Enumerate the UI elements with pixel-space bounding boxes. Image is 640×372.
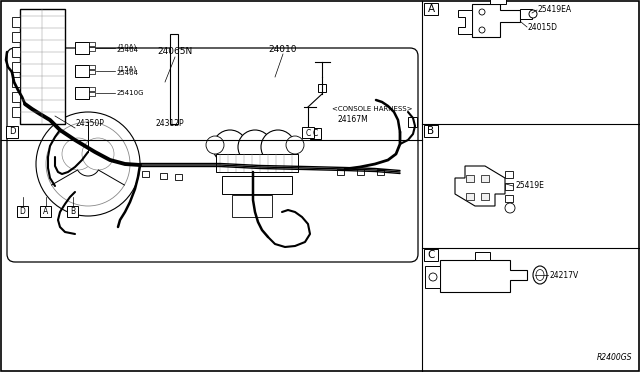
Text: 25464: 25464 bbox=[117, 70, 139, 76]
Text: 25419E: 25419E bbox=[515, 182, 544, 190]
Bar bbox=[67, 206, 78, 217]
Bar bbox=[89, 92, 95, 96]
Circle shape bbox=[36, 112, 140, 216]
Text: 24010: 24010 bbox=[269, 45, 297, 54]
Text: C: C bbox=[428, 250, 435, 260]
FancyBboxPatch shape bbox=[7, 48, 418, 262]
Text: B: B bbox=[70, 208, 75, 217]
Text: 24217V: 24217V bbox=[550, 270, 579, 279]
Bar bbox=[481, 193, 489, 200]
Bar bbox=[232, 195, 272, 217]
Circle shape bbox=[286, 136, 304, 154]
Bar bbox=[424, 3, 438, 15]
Circle shape bbox=[82, 138, 114, 170]
Polygon shape bbox=[440, 260, 527, 292]
Ellipse shape bbox=[536, 269, 544, 280]
Text: 24312P: 24312P bbox=[155, 119, 184, 128]
Bar bbox=[310, 128, 321, 139]
Circle shape bbox=[213, 130, 247, 164]
Bar bbox=[89, 87, 95, 91]
Polygon shape bbox=[455, 166, 505, 206]
Bar bbox=[466, 175, 474, 182]
Circle shape bbox=[479, 9, 485, 15]
Bar bbox=[481, 175, 489, 182]
Bar bbox=[89, 65, 95, 69]
Polygon shape bbox=[472, 4, 520, 37]
Bar bbox=[6, 126, 18, 138]
Circle shape bbox=[238, 130, 272, 164]
Circle shape bbox=[76, 152, 100, 176]
Bar bbox=[318, 84, 326, 92]
Bar bbox=[222, 176, 292, 194]
Bar bbox=[12, 92, 20, 102]
Bar bbox=[75, 65, 89, 77]
Circle shape bbox=[261, 130, 295, 164]
Text: C: C bbox=[313, 129, 318, 138]
Text: D: D bbox=[20, 208, 26, 217]
Bar bbox=[425, 266, 440, 288]
Bar bbox=[75, 87, 89, 99]
Text: R2400GS: R2400GS bbox=[596, 353, 632, 362]
Text: B: B bbox=[428, 126, 435, 136]
Text: (15A): (15A) bbox=[117, 66, 136, 73]
Text: 25464: 25464 bbox=[117, 47, 139, 53]
Bar bbox=[12, 62, 20, 72]
Bar bbox=[216, 154, 298, 172]
Bar bbox=[89, 70, 95, 74]
Bar bbox=[302, 127, 314, 138]
Bar bbox=[12, 32, 20, 42]
Text: 24167M: 24167M bbox=[338, 115, 369, 125]
Text: 25419EA: 25419EA bbox=[538, 6, 572, 15]
Bar bbox=[170, 34, 178, 124]
Text: A: A bbox=[428, 4, 435, 14]
Text: (10A): (10A) bbox=[117, 43, 136, 49]
Circle shape bbox=[479, 27, 485, 33]
Bar bbox=[75, 42, 89, 54]
Bar bbox=[424, 249, 438, 261]
Bar bbox=[12, 77, 20, 87]
Bar bbox=[520, 9, 532, 19]
Bar bbox=[142, 171, 149, 177]
Circle shape bbox=[46, 122, 130, 206]
Bar bbox=[505, 183, 513, 190]
Circle shape bbox=[529, 10, 537, 18]
Text: 24065N: 24065N bbox=[157, 48, 193, 57]
Bar bbox=[175, 174, 182, 180]
Bar bbox=[337, 169, 344, 175]
Bar bbox=[20, 9, 65, 124]
Ellipse shape bbox=[533, 266, 547, 284]
Bar bbox=[424, 125, 438, 137]
Circle shape bbox=[429, 273, 437, 281]
Text: C: C bbox=[305, 128, 310, 138]
Bar bbox=[12, 47, 20, 57]
Bar bbox=[466, 193, 474, 200]
Bar bbox=[160, 173, 167, 179]
Circle shape bbox=[206, 136, 224, 154]
Polygon shape bbox=[458, 10, 472, 34]
Text: A: A bbox=[43, 208, 48, 217]
Bar bbox=[475, 252, 490, 260]
Bar bbox=[12, 107, 20, 117]
Bar bbox=[505, 171, 513, 178]
Text: 24350P: 24350P bbox=[75, 119, 104, 128]
Text: 24015D: 24015D bbox=[528, 22, 558, 32]
Circle shape bbox=[505, 203, 515, 213]
Bar bbox=[12, 17, 20, 27]
Bar bbox=[408, 117, 417, 127]
Bar bbox=[377, 169, 384, 175]
Bar bbox=[17, 206, 28, 217]
Bar bbox=[40, 206, 51, 217]
Bar bbox=[490, 0, 506, 4]
Bar bbox=[89, 42, 95, 46]
Bar bbox=[357, 169, 364, 175]
Circle shape bbox=[62, 138, 94, 170]
Bar bbox=[89, 47, 95, 51]
Text: D: D bbox=[9, 128, 15, 137]
Text: <CONSOLE HARNESS>: <CONSOLE HARNESS> bbox=[332, 106, 413, 112]
Bar bbox=[505, 195, 513, 202]
Text: 25410G: 25410G bbox=[117, 90, 145, 96]
